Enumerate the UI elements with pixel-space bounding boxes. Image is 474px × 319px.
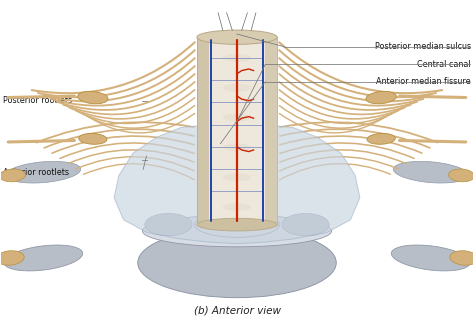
Text: Anterior rootlets: Anterior rootlets bbox=[3, 168, 69, 177]
Ellipse shape bbox=[0, 251, 24, 265]
Ellipse shape bbox=[194, 212, 280, 237]
Ellipse shape bbox=[223, 203, 251, 211]
Ellipse shape bbox=[223, 54, 251, 62]
Ellipse shape bbox=[448, 169, 474, 182]
Text: Anterior median fissure: Anterior median fissure bbox=[376, 77, 471, 86]
Ellipse shape bbox=[78, 91, 108, 104]
Text: Central canal: Central canal bbox=[417, 60, 471, 69]
Ellipse shape bbox=[143, 215, 331, 247]
Text: Posterior rootlets: Posterior rootlets bbox=[3, 96, 72, 105]
Ellipse shape bbox=[197, 218, 277, 231]
Text: Posterior median sulcus: Posterior median sulcus bbox=[375, 42, 471, 51]
Ellipse shape bbox=[393, 161, 468, 183]
Ellipse shape bbox=[366, 91, 396, 104]
Ellipse shape bbox=[223, 84, 251, 92]
Ellipse shape bbox=[223, 173, 251, 181]
Ellipse shape bbox=[197, 30, 277, 44]
Ellipse shape bbox=[223, 144, 251, 152]
Ellipse shape bbox=[4, 245, 82, 271]
Ellipse shape bbox=[138, 228, 336, 298]
Ellipse shape bbox=[223, 114, 251, 122]
Text: (b) Anterior view: (b) Anterior view bbox=[193, 305, 281, 315]
Bar bbox=[265, 37, 277, 225]
FancyBboxPatch shape bbox=[197, 37, 277, 225]
Ellipse shape bbox=[282, 213, 329, 236]
Ellipse shape bbox=[145, 213, 192, 236]
Ellipse shape bbox=[79, 133, 107, 144]
Bar bbox=[197, 37, 209, 225]
Ellipse shape bbox=[450, 251, 474, 265]
Ellipse shape bbox=[6, 161, 81, 183]
Ellipse shape bbox=[392, 245, 470, 271]
Ellipse shape bbox=[0, 169, 26, 182]
Polygon shape bbox=[114, 122, 360, 244]
Ellipse shape bbox=[367, 133, 395, 144]
